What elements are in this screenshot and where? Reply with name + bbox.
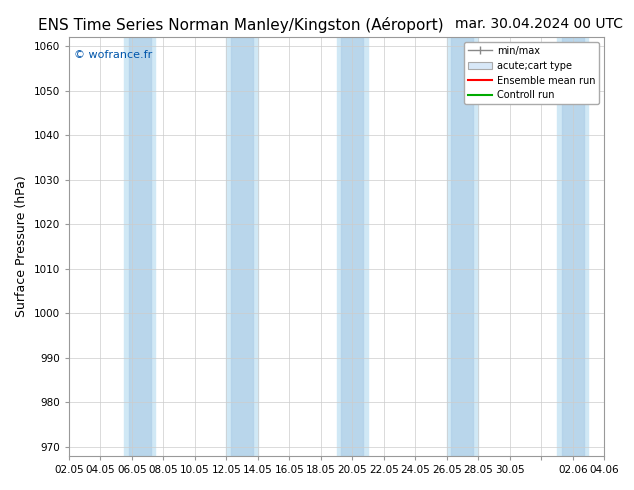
Text: ENS Time Series Norman Manley/Kingston (Aéroport): ENS Time Series Norman Manley/Kingston (… [38,17,444,33]
Bar [557,37,588,456]
Bar [231,37,253,456]
Text: mar. 30.04.2024 00 UTC: mar. 30.04.2024 00 UTC [455,17,623,31]
Legend: min/max, acute;cart type, Ensemble mean run, Controll run: min/max, acute;cart type, Ensemble mean … [464,42,599,104]
Bar [337,37,368,456]
Bar [451,37,474,456]
Bar [341,37,363,456]
Bar [226,37,258,456]
Bar [129,37,151,456]
Bar [124,37,155,456]
Bar [562,37,584,456]
Text: © wofrance.fr: © wofrance.fr [74,49,152,60]
Y-axis label: Surface Pressure (hPa): Surface Pressure (hPa) [15,175,28,318]
Bar [447,37,478,456]
